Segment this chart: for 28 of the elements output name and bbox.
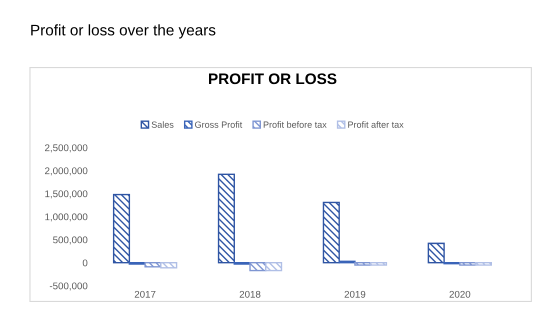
legend-label: Profit after tax — [348, 121, 404, 128]
x-tick-label: 2017 — [134, 290, 156, 298]
y-tick-label: 1,000,000 — [45, 213, 88, 222]
bar — [112, 194, 130, 264]
legend-label: Sales — [152, 121, 174, 128]
y-tick-label: 2,500,000 — [45, 144, 88, 152]
y-tick-label: -500,000 — [50, 282, 88, 291]
chart-title: Profit or loss over the years — [31, 24, 216, 39]
bar — [218, 174, 235, 264]
bar — [160, 262, 178, 268]
y-tick-label: 0 — [82, 259, 88, 266]
legend-label: Gross Profit — [195, 121, 242, 128]
y-tick-label: 500,000 — [53, 236, 88, 244]
bar — [370, 262, 388, 266]
bar — [354, 262, 372, 266]
bar — [322, 202, 340, 264]
bar — [428, 242, 445, 264]
bar — [144, 262, 162, 268]
y-tick-label: 2,000,000 — [45, 167, 88, 176]
chart-subtitle: PROFIT OR LOSS — [209, 73, 336, 84]
x-tick-label: 2019 — [344, 290, 366, 298]
bar — [474, 262, 492, 266]
bar — [459, 262, 476, 266]
x-tick-label: 2018 — [240, 290, 260, 298]
legend-label: Profit before tax — [264, 121, 327, 128]
y-tick-label: 1,500,000 — [45, 190, 88, 198]
bar — [265, 262, 282, 272]
x-tick-label: 2020 — [450, 290, 470, 298]
